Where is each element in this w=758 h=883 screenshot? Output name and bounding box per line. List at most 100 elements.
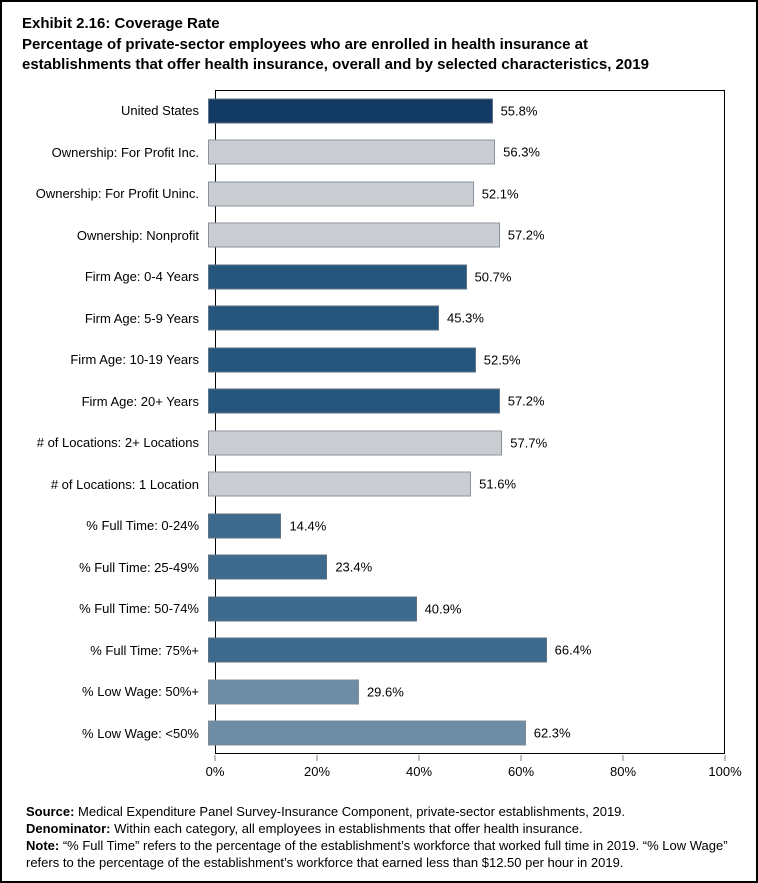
bar-row: % Full Time: 0-24% 14.4%	[2, 505, 756, 547]
bar	[208, 471, 472, 497]
note-label: Note:	[26, 838, 60, 854]
denominator-label: Denominator:	[26, 821, 111, 837]
bar-row: Ownership: Nonprofit 57.2%	[2, 215, 756, 257]
x-axis-tick	[418, 755, 420, 761]
value-label: 57.2%	[507, 393, 545, 409]
exhibit-title: Exhibit 2.16: Coverage Rate	[22, 15, 220, 32]
bar-track: 23.4%	[208, 547, 718, 589]
category-label: # of Locations: 1 Location	[50, 476, 199, 492]
x-axis-tick	[316, 755, 318, 761]
value-label: 52.5%	[483, 352, 521, 368]
category-label: Ownership: For Profit Inc.	[51, 144, 199, 160]
value-label: 23.4%	[335, 559, 373, 575]
bar-track: 40.9%	[208, 588, 718, 630]
value-label: 57.2%	[507, 227, 545, 243]
x-axis: 0% 20% 40% 60% 80% 100%	[206, 755, 742, 787]
bar-row: % Low Wage: 50%+ 29.6%	[2, 671, 756, 713]
x-axis-tick	[214, 755, 216, 761]
bar-track: 62.3%	[208, 713, 718, 755]
category-label: Ownership: Nonprofit	[76, 227, 199, 243]
bar-track: 51.6%	[208, 464, 718, 506]
bar-track: 52.5%	[208, 339, 718, 381]
x-axis-tick	[520, 755, 522, 761]
x-axis-tick-label: 40%	[405, 764, 433, 779]
bar	[208, 347, 476, 373]
bar-track: 66.4%	[208, 630, 718, 672]
bar-track: 57.2%	[208, 381, 718, 423]
value-label: 56.3%	[503, 144, 540, 160]
value-label: 57.7%	[510, 435, 548, 451]
source-note: Source: Medical Expenditure Panel Survey…	[26, 803, 740, 820]
value-label: 55.8%	[500, 103, 538, 119]
bar-track: 57.7%	[208, 422, 718, 464]
bar	[208, 637, 547, 663]
bar-row: Firm Age: 10-19 Years 52.5%	[2, 339, 756, 381]
footer-notes: Source: Medical Expenditure Panel Survey…	[26, 803, 740, 872]
category-label: % Full Time: 25-49%	[79, 559, 199, 575]
category-label: % Low Wage: <50%	[82, 725, 199, 741]
bar	[208, 513, 282, 539]
bar-track: 57.2%	[208, 215, 718, 257]
bar	[208, 98, 493, 124]
value-label: 52.1%	[481, 186, 519, 202]
denominator-note: Denominator: Within each category, all e…	[26, 820, 740, 837]
bar-track: 52.1%	[208, 173, 718, 215]
x-axis-tick-label: 20%	[303, 764, 331, 779]
category-label: % Full Time: 0-24%	[86, 518, 199, 534]
bar	[208, 305, 440, 331]
bar-track: 50.7%	[208, 256, 718, 298]
value-label: 51.6%	[479, 476, 517, 492]
category-label: Firm Age: 20+ Years	[81, 393, 199, 409]
definition-note: Note: “% Full Time” refers to the percen…	[26, 837, 740, 871]
bar-track: 56.3%	[208, 132, 718, 174]
bar-row: % Full Time: 25-49% 23.4%	[2, 547, 756, 589]
bar-track: 45.3%	[208, 298, 718, 340]
value-label: 40.9%	[424, 601, 462, 617]
bar-track: 14.4%	[208, 505, 718, 547]
bar-track: 29.6%	[208, 671, 718, 713]
category-label: % Low Wage: 50%+	[82, 684, 199, 700]
category-label: Firm Age: 0-4 Years	[84, 269, 199, 285]
bar-row: % Low Wage: <50% 62.3%	[2, 713, 756, 755]
bar	[208, 430, 503, 456]
chart-subtitle-line2: establishments that offer health insuran…	[22, 56, 649, 74]
bar-row: % Full Time: 75%+ 66.4%	[2, 630, 756, 672]
chart-title-block: Exhibit 2.16: Coverage Rate Percentage o…	[22, 14, 732, 76]
x-axis-tick-label: 80%	[609, 764, 637, 779]
value-label: 66.4%	[554, 642, 592, 658]
bar-chart: United States 55.8% Ownership: For Profit …	[2, 90, 756, 755]
bar-row: United States 55.8%	[2, 90, 756, 132]
bar-row: Ownership: For Profit Inc. 56.3%	[2, 132, 756, 174]
source-label: Source:	[26, 804, 75, 819]
bar	[208, 679, 359, 705]
x-axis-tick-label: 0%	[205, 764, 225, 779]
source-text: Medical Expenditure Panel Survey-Insuran…	[74, 804, 626, 819]
bar-row: Firm Age: 5-9 Years 45.3%	[2, 298, 756, 340]
x-axis-tick	[622, 755, 624, 761]
category-label: % Full Time: 50-74%	[79, 601, 199, 617]
denominator-text: Within each category, all employees in e…	[110, 821, 583, 837]
chart-subtitle-line1: Percentage of private-sector employees w…	[22, 35, 589, 53]
bar-row: % Full Time: 50-74% 40.9%	[2, 588, 756, 630]
bar-track: 55.8%	[208, 90, 718, 132]
bar-row: Firm Age: 20+ Years 57.2%	[2, 381, 756, 423]
bar-row: # of Locations: 2+ Locations 57.7%	[2, 422, 756, 464]
bar	[208, 264, 467, 290]
category-label: United States	[120, 103, 199, 119]
value-label: 50.7%	[474, 269, 512, 285]
bar	[208, 181, 474, 207]
category-label: # of Locations: 2+ Locations	[36, 435, 199, 451]
bar	[208, 139, 496, 165]
category-label: Ownership: For Profit Uninc.	[35, 186, 199, 202]
bar	[208, 596, 417, 622]
bar	[208, 554, 328, 580]
bar-rows: United States 55.8% Ownership: For Profit …	[2, 90, 756, 755]
bar	[208, 222, 500, 248]
bar-row: # of Locations: 1 Location 51.6%	[2, 464, 756, 506]
bar	[208, 720, 526, 746]
category-label: % Full Time: 75%+	[90, 642, 199, 658]
value-label: 45.3%	[447, 310, 484, 326]
value-label: 62.3%	[533, 725, 571, 741]
value-label: 14.4%	[289, 518, 327, 534]
